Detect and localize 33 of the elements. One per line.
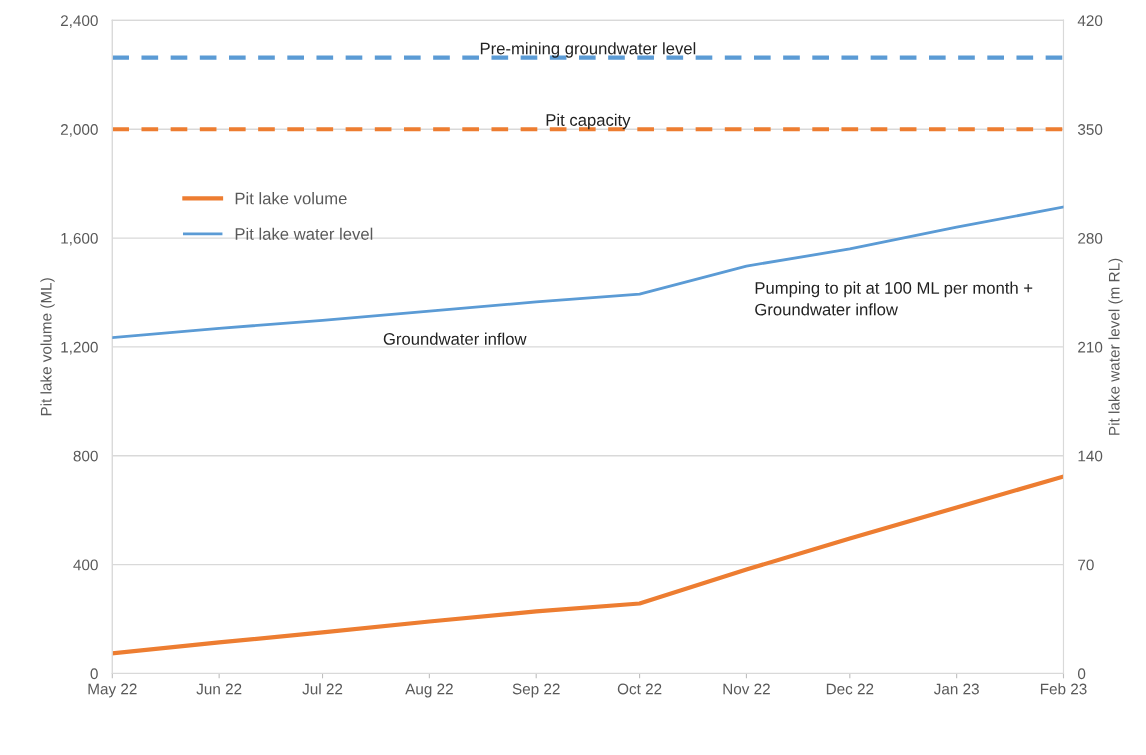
- legend-label: Pit lake volume: [235, 192, 347, 205]
- line-series: [112, 474, 1064, 656]
- y-tick-label: 400: [73, 559, 98, 571]
- annotation: Pumping to pit at 100 ML per month + Groundwater inflow: [755, 281, 1033, 316]
- x-tick-label: Jun 22: [196, 683, 242, 695]
- x-tick-label: Aug 22: [405, 683, 453, 698]
- y2-tick-label: 280: [1078, 232, 1103, 244]
- y-tick-label: 1,600: [61, 232, 98, 246]
- ref-line-label: Pit capacity: [546, 113, 631, 130]
- x-tick-label: Jan 23: [933, 683, 979, 695]
- y-tick-label: 0: [90, 668, 98, 680]
- y2-axis-title: Pit lake water level (m RL): [1108, 258, 1123, 435]
- x-tick-label: Dec 22: [826, 683, 874, 695]
- y2-tick-label: 0: [1077, 668, 1086, 680]
- legend-label: Pit lake water level: [235, 227, 373, 240]
- y2-tick-label: 210: [1078, 341, 1103, 353]
- y2-tick-label: 350: [1077, 124, 1103, 135]
- x-tick-label: Sep 22: [512, 683, 560, 698]
- y2-tick-label: 70: [1078, 559, 1094, 571]
- x-tick-label: Jul 22: [302, 683, 343, 695]
- x-tick-label: Nov 22: [723, 683, 770, 695]
- y-tick-label: 2,000: [60, 124, 98, 137]
- y-tick-label: 1,200: [61, 341, 98, 355]
- y2-tick-label: 420: [1077, 15, 1103, 27]
- x-tick-label: Feb 23: [1040, 683, 1087, 695]
- x-tick-label: May 22: [88, 683, 137, 698]
- annotation: Groundwater inflow: [383, 332, 527, 345]
- y-axis-title: Pit lake volume (ML): [40, 278, 55, 416]
- y-tick-label: 800: [73, 450, 98, 462]
- y2-tick-label: 140: [1078, 450, 1103, 462]
- ref-line-label: Pre-mining groundwater level: [480, 42, 696, 58]
- x-tick-label: Oct 22: [617, 683, 662, 695]
- y-tick-label: 2,400: [60, 15, 98, 28]
